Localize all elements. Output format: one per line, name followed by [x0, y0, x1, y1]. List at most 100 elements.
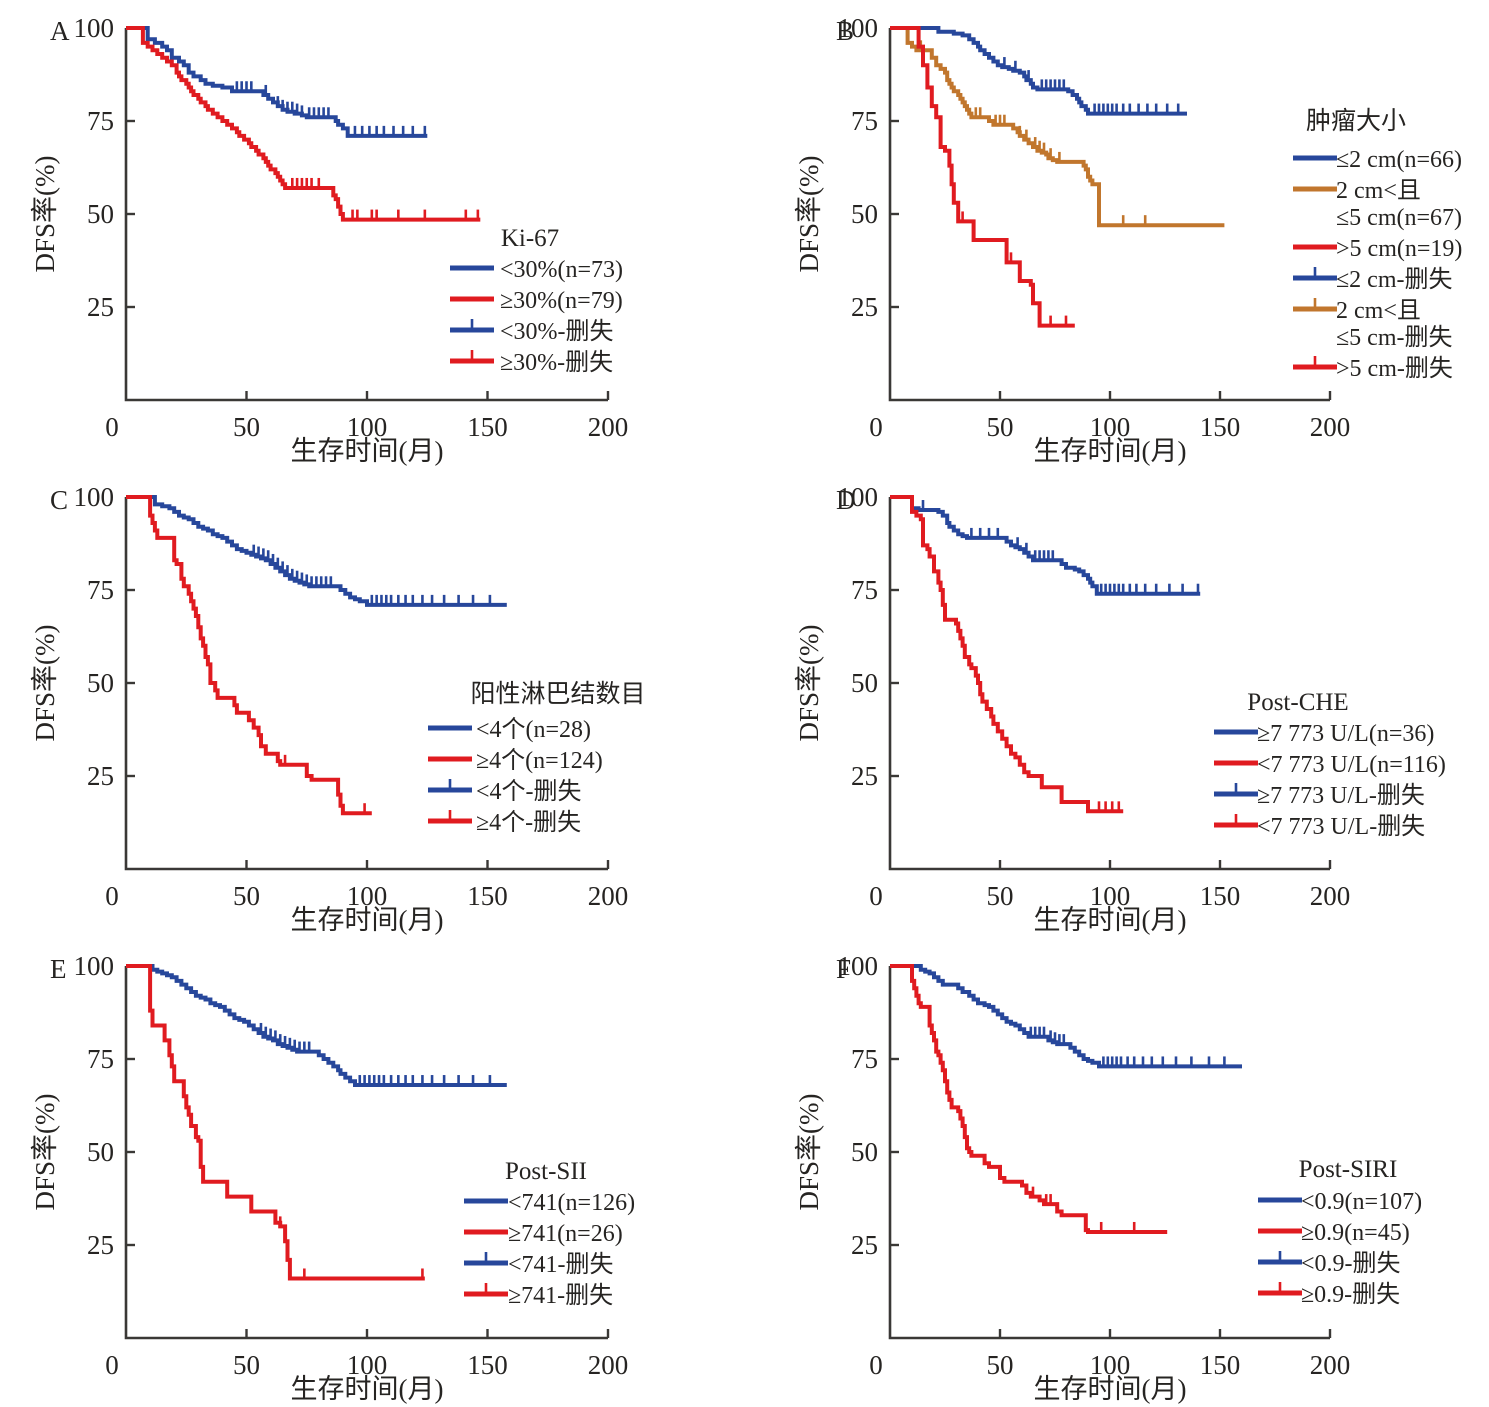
- km-curve-red: [890, 964, 1168, 1234]
- legend-label: <741(n=126): [508, 1190, 635, 1216]
- km-curve-red: [126, 495, 372, 816]
- axis-lines: [888, 28, 1330, 402]
- legend-item: >5 cm(n=19): [1293, 236, 1462, 262]
- legend-item: <30%(n=73): [450, 257, 623, 283]
- x-tick-label: 200: [1310, 1350, 1351, 1380]
- legend-label: 2 cm<且: [1336, 298, 1421, 324]
- legend-title: Post-SII: [505, 1158, 587, 1185]
- censor-marks-blue: [921, 500, 1200, 593]
- legend-title: Post-CHE: [1247, 689, 1348, 716]
- km-curve-blue: [890, 26, 1187, 116]
- y-tick-label: 75: [87, 1044, 114, 1074]
- x-tick-label: 100: [347, 881, 388, 911]
- x-tick-label: 0: [105, 412, 119, 442]
- legend-label-line2: ≤5 cm(n=67): [1336, 205, 1462, 231]
- legend-item: <0.9(n=107): [1258, 1189, 1422, 1215]
- curves: [126, 26, 481, 222]
- x-tick-label: 200: [588, 412, 629, 442]
- panel-D: D 0 50 100 150 200 25 50 75 100 DFS率(%) 生存时间(月) Post…: [744, 469, 1489, 938]
- legend-label: 2 cm<且: [1336, 178, 1421, 204]
- x-tick-label: 200: [1310, 412, 1351, 442]
- legend: Post-SIRI <0.9(n=107) ≥0.9(n=45) <0.9-删失 ≥0.…: [1258, 1156, 1422, 1308]
- legend-label: ≥30%-删失: [500, 349, 613, 376]
- x-tick-label: 150: [1200, 1350, 1241, 1380]
- panel-E-chart: E 0 50 100 150 200 25 50 75 100 DFS率(%) 生存时间(月) Post…: [30, 951, 635, 1404]
- y-tick-label: 50: [851, 668, 878, 698]
- legend-label: ≥4个(n=124): [476, 747, 603, 774]
- panel-C: C 0 50 100 150 200 25 50 75 100 DFS率(%) 生存时间(月) 阳性淋巴…: [0, 469, 744, 938]
- x-axis-title: 生存时间(月): [291, 905, 444, 935]
- y-tick-label: 100: [838, 13, 879, 43]
- y-tick-label: 100: [838, 482, 879, 512]
- axes: 0 50 100 150 200 25 50 75 100 DFS率(%) 生存时间(月): [794, 951, 1350, 1404]
- curves: [126, 964, 507, 1281]
- y-tick-label: 75: [851, 106, 878, 136]
- panel-B-chart: B 0 50 100 150 200 25 50 75 100 DFS率(%) 生存时间(月) 肿瘤大小…: [794, 13, 1462, 466]
- legend-label: ≥4个-删失: [476, 809, 581, 836]
- legend-item: ≥741(n=26): [464, 1221, 623, 1247]
- x-tick-label: 50: [987, 1350, 1014, 1380]
- x-tick-label: 150: [1200, 881, 1241, 911]
- legend-label: >5 cm-删失: [1336, 355, 1453, 382]
- censor-marks-orange: [919, 40, 1147, 225]
- x-tick-label: 150: [467, 881, 508, 911]
- y-axis-title: DFS率(%): [794, 624, 824, 741]
- legend-item: ≤2 cm-删失: [1293, 266, 1452, 293]
- y-tick-label: 100: [74, 951, 115, 981]
- km-curve-blue: [126, 495, 507, 607]
- y-tick-label: 25: [851, 761, 878, 791]
- legend-item: 2 cm<且≤5 cm-删失: [1293, 298, 1452, 351]
- x-tick-label: 100: [1090, 881, 1131, 911]
- x-tick-label: 100: [1090, 412, 1131, 442]
- legend-item: ≥0.9-删失: [1258, 1281, 1400, 1308]
- legend-label: ≥0.9-删失: [1301, 1281, 1400, 1308]
- y-axis-title: DFS率(%): [794, 1093, 824, 1210]
- x-tick-label: 50: [233, 412, 260, 442]
- y-tick-label: 50: [87, 199, 114, 229]
- legend-item: <7 773 U/L-删失: [1214, 813, 1425, 840]
- x-tick-label: 0: [869, 1350, 883, 1380]
- legend-item: <741(n=126): [464, 1190, 635, 1216]
- panel-B: B 0 50 100 150 200 25 50 75 100 DFS率(%) 生存时间(月) 肿瘤大小…: [744, 0, 1489, 469]
- legend: Post-SII <741(n=126) ≥741(n=26) <741-删失 ≥741…: [464, 1158, 635, 1309]
- legend-label: ≥0.9(n=45): [1301, 1220, 1410, 1246]
- y-tick-label: 50: [851, 1137, 878, 1167]
- km-curve-red: [890, 26, 1075, 328]
- y-tick-label: 25: [87, 761, 114, 791]
- y-tick-label: 25: [851, 292, 878, 322]
- legend-item: ≥4个-删失: [428, 809, 581, 836]
- censor-marks-blue: [252, 544, 492, 604]
- legend-label: <30%(n=73): [500, 257, 623, 283]
- legend-item: >5 cm-删失: [1293, 355, 1453, 382]
- axes: 0 50 100 150 200 25 50 75 100 DFS率(%) 生存时间(月): [30, 482, 628, 935]
- panel-F-chart: F 0 50 100 150 200 25 50 75 100 DFS率(%) 生存时间(月) Post…: [794, 951, 1422, 1404]
- y-tick-label: 75: [851, 575, 878, 605]
- legend-label: <30%-删失: [500, 318, 614, 345]
- legend-title: Post-SIRI: [1299, 1156, 1398, 1183]
- legend: Post-CHE ≥7 773 U/L(n=36) <7 773 U/L(n=116…: [1214, 689, 1446, 840]
- legend-item: ≥30%(n=79): [450, 288, 623, 314]
- x-tick-label: 0: [105, 881, 119, 911]
- x-tick-label: 150: [467, 412, 508, 442]
- x-tick-label: 200: [588, 881, 629, 911]
- x-tick-label: 0: [869, 412, 883, 442]
- x-axis-title: 生存时间(月): [291, 1374, 444, 1404]
- legend-item: ≥0.9(n=45): [1258, 1220, 1410, 1246]
- censor-marks-red: [278, 1216, 424, 1278]
- y-tick-label: 75: [851, 1044, 878, 1074]
- axes: 0 50 100 150 200 25 50 75 100 DFS率(%) 生存时间(月): [794, 13, 1350, 466]
- y-tick-label: 100: [74, 482, 115, 512]
- legend-label: <4个-删失: [476, 778, 582, 805]
- km-curve-red: [126, 26, 481, 222]
- censor-marks-red: [290, 177, 480, 219]
- panel-letter: A: [50, 16, 70, 46]
- panel-D-chart: D 0 50 100 150 200 25 50 75 100 DFS率(%) 生存时间(月) Post…: [794, 482, 1446, 935]
- y-tick-label: 50: [851, 199, 878, 229]
- x-tick-label: 150: [1200, 412, 1241, 442]
- legend-label: >5 cm(n=19): [1336, 236, 1462, 262]
- y-tick-label: 25: [851, 1230, 878, 1260]
- legend-title: Ki-67: [501, 225, 559, 252]
- x-tick-label: 50: [233, 1350, 260, 1380]
- y-tick-label: 100: [838, 951, 879, 981]
